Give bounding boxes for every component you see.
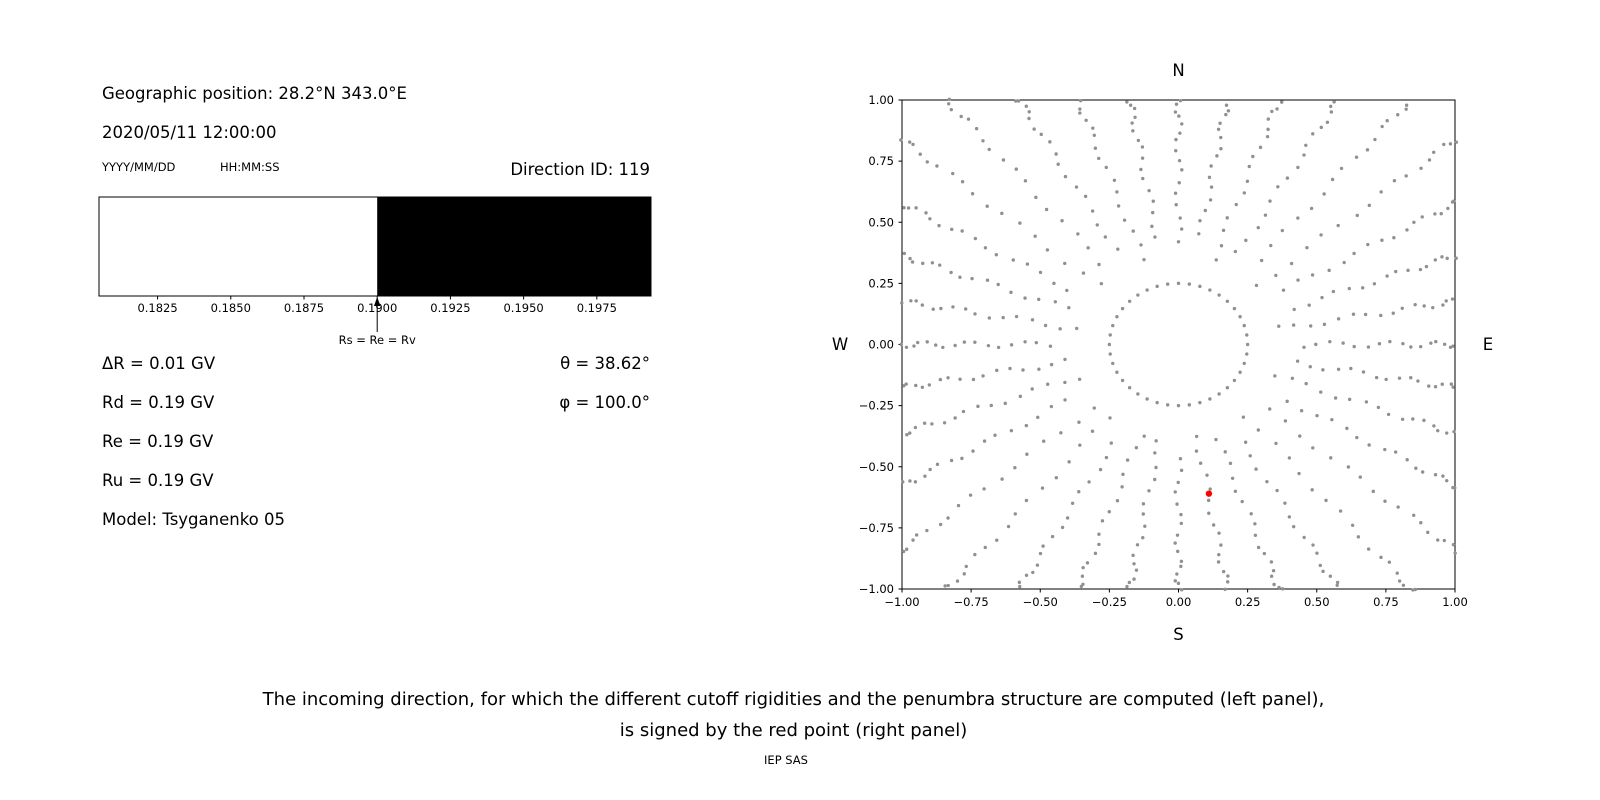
svg-text:0.25: 0.25	[868, 276, 894, 290]
time-format-label: HH:MM:SS	[220, 160, 280, 174]
caption-line1: The incoming direction, for which the di…	[262, 689, 1325, 710]
compass-south-label: S	[1173, 625, 1183, 644]
svg-text:0.1850: 0.1850	[211, 301, 251, 315]
phi-value: φ = 100.0°	[559, 393, 650, 412]
svg-text:Rs = Re = Rv: Rs = Re = Rv	[339, 333, 416, 347]
geographic-position: Geographic position: 28.2°N 343.0°E	[102, 84, 407, 103]
svg-text:0.25: 0.25	[1235, 595, 1261, 609]
svg-text:1.00: 1.00	[868, 93, 894, 107]
caption-line2: is signed by the red point (right panel)	[619, 720, 968, 741]
svg-text:0.1875: 0.1875	[284, 301, 324, 315]
datetime-value: 2020/05/11 12:00:00	[102, 123, 277, 142]
svg-text:−1.00: −1.00	[859, 582, 894, 596]
penumbra-chart: 0.1825 0.1850 0.1875 0.1900 0.1925 0.1950 0.19…	[98, 196, 652, 347]
svg-text:−0.25: −0.25	[1092, 595, 1127, 609]
credit-text: IEP SAS	[764, 753, 808, 767]
compass-north-label: N	[1172, 61, 1184, 80]
model-name: Model: Tsyganenko 05	[102, 510, 286, 529]
figure-caption: The incoming direction, for which the di…	[0, 684, 1587, 746]
svg-text:0.50: 0.50	[868, 215, 894, 229]
svg-text:−0.50: −0.50	[859, 460, 894, 474]
date-format-label: YYYY/MM/DD	[102, 160, 176, 174]
delta-r-value: ΔR = 0.01 GV	[102, 354, 216, 373]
svg-text:0.00: 0.00	[1166, 595, 1192, 609]
svg-text:−0.75: −0.75	[954, 595, 989, 609]
svg-text:−0.25: −0.25	[859, 399, 894, 413]
compass-east-label: E	[1483, 335, 1493, 354]
direction-id: Direction ID: 119	[510, 160, 650, 179]
theta-value: θ = 38.62°	[560, 354, 650, 373]
svg-text:0.1925: 0.1925	[430, 301, 470, 315]
svg-text:−0.75: −0.75	[859, 521, 894, 535]
direction-scatter-chart: N S W E 1.00 0.75 0.50 0.25 0.00 −0.25 −0.50 −0…	[832, 61, 1493, 644]
svg-text:−1.00: −1.00	[884, 595, 919, 609]
svg-text:0.50: 0.50	[1304, 595, 1330, 609]
svg-text:0.75: 0.75	[868, 154, 894, 168]
svg-text:1.00: 1.00	[1442, 595, 1468, 609]
svg-text:−0.50: −0.50	[1023, 595, 1058, 609]
rd-value: Rd = 0.19 GV	[102, 393, 215, 412]
re-value: Re = 0.19 GV	[102, 432, 214, 451]
ru-value: Ru = 0.19 GV	[102, 471, 214, 490]
svg-text:0.1975: 0.1975	[577, 301, 617, 315]
compass-west-label: W	[832, 335, 848, 354]
svg-text:0.75: 0.75	[1373, 595, 1399, 609]
svg-text:0.1950: 0.1950	[503, 301, 543, 315]
svg-text:0.00: 0.00	[868, 338, 894, 352]
svg-text:0.1825: 0.1825	[137, 301, 177, 315]
